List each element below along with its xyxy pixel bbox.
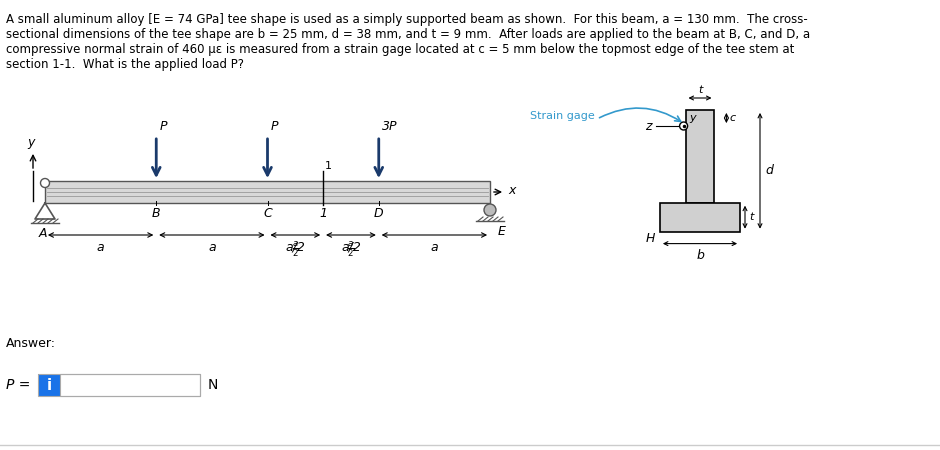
Bar <box>38 374 200 396</box>
Text: y: y <box>690 113 697 123</box>
Text: a: a <box>431 241 438 254</box>
Text: A small aluminum alloy [E = 74 GPa] tee shape is used as a simply supported beam: A small aluminum alloy [E = 74 GPa] tee … <box>6 13 807 26</box>
Text: c: c <box>729 113 735 123</box>
Text: P: P <box>271 120 278 133</box>
Circle shape <box>680 122 687 130</box>
Text: Strain gage: Strain gage <box>530 111 595 121</box>
Text: D: D <box>374 207 384 220</box>
Text: E: E <box>498 225 506 238</box>
Text: z: z <box>645 120 651 132</box>
Bar <box>45 181 490 203</box>
Text: compressive normal strain of 460 με is measured from a strain gage located at c : compressive normal strain of 460 με is m… <box>6 43 794 56</box>
Text: sectional dimensions of the tee shape are b = 25 mm, d = 38 mm, and t = 9 mm.  A: sectional dimensions of the tee shape ar… <box>6 28 810 41</box>
Text: 1: 1 <box>319 207 327 220</box>
Text: t: t <box>697 85 702 95</box>
Text: y: y <box>27 136 35 149</box>
Text: section 1-1.  What is the applied load P?: section 1-1. What is the applied load P? <box>6 58 244 71</box>
Text: $\frac{a}{2}$: $\frac{a}{2}$ <box>347 240 354 259</box>
Text: Answer:: Answer: <box>6 337 56 350</box>
Text: N: N <box>208 378 218 392</box>
Text: i: i <box>46 378 52 392</box>
Text: H: H <box>646 232 655 245</box>
Text: $\frac{a}{2}$: $\frac{a}{2}$ <box>291 240 299 259</box>
Text: b: b <box>696 248 704 261</box>
Text: A: A <box>39 227 47 240</box>
Text: a/2: a/2 <box>286 241 306 254</box>
Text: a: a <box>208 241 215 254</box>
Text: d: d <box>765 164 773 177</box>
Text: a: a <box>97 241 104 254</box>
Text: 1: 1 <box>325 161 332 171</box>
Text: B: B <box>152 207 161 220</box>
Text: P =: P = <box>6 378 30 392</box>
Text: x: x <box>508 184 515 198</box>
Polygon shape <box>660 203 740 232</box>
Polygon shape <box>685 110 714 203</box>
Text: P: P <box>159 120 166 133</box>
Circle shape <box>40 179 50 188</box>
Text: 3P: 3P <box>382 120 398 133</box>
Bar <box>38 374 60 396</box>
Text: t: t <box>749 212 753 222</box>
Text: a/2: a/2 <box>341 241 361 254</box>
Circle shape <box>484 204 496 216</box>
Bar <box>60 374 200 396</box>
Text: C: C <box>263 207 272 220</box>
